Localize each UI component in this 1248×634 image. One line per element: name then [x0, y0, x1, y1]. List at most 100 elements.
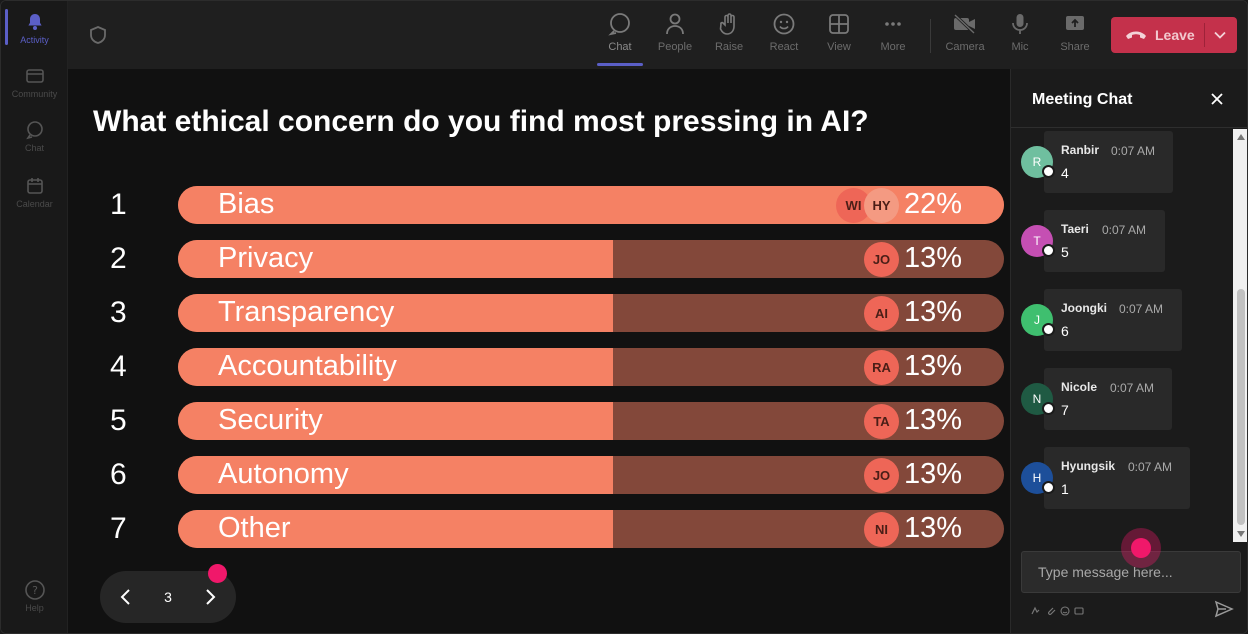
rail-label: Chat: [24, 143, 44, 153]
message-time: 0:07 AM: [1102, 223, 1147, 237]
format-icon[interactable]: [1031, 603, 1041, 615]
option-label: Other: [218, 512, 291, 544]
scroll-thumb[interactable]: [1237, 289, 1245, 525]
option-bar: Privacy JO 13%: [178, 240, 1004, 278]
attach-icon[interactable]: [1046, 603, 1056, 615]
chat-message-list[interactable]: R Ranbir 0:07 AM 4 T Taeri 0:07 AM 5 J Joongki 0:0…: [1011, 129, 1233, 541]
voter-avatar: TA: [864, 404, 899, 439]
option-label: Autonomy: [218, 458, 349, 490]
poll-option-row: 1 Bias WI HY 22%: [68, 186, 1010, 226]
scroll-down-arrow[interactable]: [1237, 531, 1245, 537]
community-icon: [24, 65, 46, 87]
chat-message: T Taeri 0:07 AM 5: [1011, 210, 1233, 272]
send-icon[interactable]: [1214, 599, 1234, 619]
close-icon[interactable]: [1209, 91, 1225, 107]
option-percent: 13%: [904, 458, 963, 490]
calendar-icon: [24, 175, 46, 197]
bell-icon: [24, 11, 46, 33]
option-bar: Bias WI HY 22%: [178, 186, 1004, 224]
chat-scrollbar[interactable]: [1233, 129, 1247, 542]
view-button[interactable]: View: [814, 11, 864, 63]
poll-results: What ethical concern do you find most pr…: [68, 69, 1010, 633]
option-bar-fill: [178, 240, 613, 278]
message-bubble: [1044, 289, 1182, 351]
chevron-left-icon[interactable]: [116, 587, 136, 607]
hand-icon: [716, 11, 742, 37]
camera-button-label: Camera: [945, 41, 985, 53]
rail-label: Activity: [20, 35, 49, 45]
shield-icon[interactable]: [88, 25, 108, 45]
message-time: 0:07 AM: [1111, 144, 1156, 158]
more-dots-icon: [880, 11, 906, 37]
people-button-label: People: [657, 41, 693, 53]
rail-item-help[interactable]: ? Help: [1, 579, 68, 629]
option-label: Privacy: [218, 242, 314, 274]
presence-status-icon: [1042, 165, 1055, 178]
rail-active-indicator: [5, 9, 8, 45]
cursor-dot: [1131, 538, 1151, 558]
rail-item-calendar[interactable]: Calendar: [1, 175, 68, 225]
option-label: Transparency: [218, 296, 395, 328]
rail-item-chat[interactable]: Chat: [1, 119, 68, 169]
page-number: 3: [164, 589, 172, 605]
view-button-label: View: [827, 41, 851, 53]
option-bar-fill: [178, 456, 613, 494]
voter-avatar: NI: [864, 512, 899, 547]
message-text: 4: [1061, 165, 1069, 181]
rail-label: Community: [11, 89, 58, 99]
raise-hand-button[interactable]: Raise: [704, 11, 754, 63]
leave-separator: [1204, 23, 1205, 47]
option-bar: Security TA 13%: [178, 402, 1004, 440]
option-bar: Autonomy JO 13%: [178, 456, 1004, 494]
smiley-icon: [771, 11, 797, 37]
chat-message: N Nicole 0:07 AM 7: [1011, 368, 1233, 430]
people-icon: [662, 11, 688, 37]
rail-item-community[interactable]: Community: [1, 65, 68, 115]
poll-option-row: 6 Autonomy JO 13%: [68, 456, 1010, 496]
option-percent: 22%: [904, 188, 963, 220]
poll-question: What ethical concern do you find most pr…: [93, 105, 869, 138]
app-rail: Activity Community Chat Calendar ? Help: [1, 1, 68, 633]
option-percent: 13%: [904, 512, 963, 544]
meeting-chat-panel: Meeting Chat R Ranbir 0:07 AM 4 T Taeri 0:07 A…: [1010, 69, 1247, 633]
voter-avatar: AI: [864, 296, 899, 331]
more-button[interactable]: More: [868, 11, 918, 63]
react-button[interactable]: React: [759, 11, 809, 63]
gif-icon[interactable]: [1074, 603, 1084, 615]
option-rank: 3: [110, 296, 127, 329]
option-bar-fill: [178, 402, 613, 440]
raise-button-label: Raise: [714, 41, 744, 53]
chat-button[interactable]: Chat: [595, 11, 645, 63]
leave-button[interactable]: Leave: [1111, 17, 1237, 53]
mic-button[interactable]: Mic: [995, 11, 1045, 63]
message-time: 0:07 AM: [1128, 460, 1173, 474]
option-rank: 5: [110, 404, 127, 437]
option-bar-fill: [178, 294, 613, 332]
voter-avatar: JO: [864, 242, 899, 277]
chevron-down-icon[interactable]: [1213, 28, 1227, 42]
grid-view-icon: [826, 11, 852, 37]
sender-name: Ranbir: [1061, 143, 1100, 157]
svg-text:?: ?: [32, 584, 38, 597]
option-percent: 13%: [904, 242, 963, 274]
notification-dot: [208, 564, 227, 583]
sender-name: Taeri: [1061, 222, 1089, 236]
chevron-right-icon[interactable]: [200, 587, 220, 607]
presence-status-icon: [1042, 244, 1055, 257]
share-button[interactable]: Share: [1050, 11, 1100, 63]
voter-avatar: JO: [864, 458, 899, 493]
poll-option-row: 2 Privacy JO 13%: [68, 240, 1010, 280]
scroll-up-arrow[interactable]: [1237, 134, 1245, 140]
rail-item-activity[interactable]: Activity: [1, 11, 68, 61]
people-button[interactable]: People: [650, 11, 700, 63]
chat-message: R Ranbir 0:07 AM 4: [1011, 131, 1233, 193]
chat-divider: [1011, 127, 1247, 128]
option-percent: 13%: [904, 296, 963, 328]
camera-button[interactable]: Camera: [940, 11, 990, 63]
rail-label: Calendar: [16, 199, 53, 209]
message-text: 6: [1061, 323, 1069, 339]
voter-avatar: HY: [864, 188, 899, 223]
chat-message: H Hyungsik 0:07 AM 1: [1011, 447, 1233, 509]
emoji-icon[interactable]: [1060, 603, 1070, 616]
